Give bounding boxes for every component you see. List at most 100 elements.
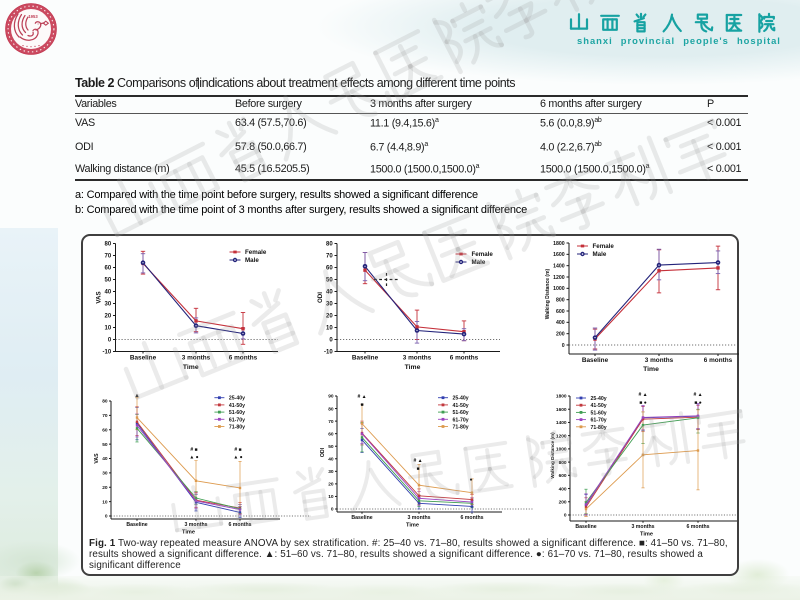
svg-text:0: 0 <box>331 507 334 513</box>
svg-text:-10: -10 <box>324 350 333 356</box>
svg-text:# ▲: # ▲ <box>638 392 647 398</box>
svg-text:1800: 1800 <box>556 394 567 400</box>
svg-text:400: 400 <box>559 486 567 492</box>
svg-text:70: 70 <box>326 254 333 260</box>
svg-text:3 months: 3 months <box>407 515 430 521</box>
svg-text:Baseline: Baseline <box>351 515 372 521</box>
svg-text:ODI: ODI <box>320 447 326 457</box>
svg-text:61-70y: 61-70y <box>453 417 469 423</box>
svg-text:40: 40 <box>326 290 333 296</box>
svg-text:70: 70 <box>102 413 108 419</box>
svg-text:80: 80 <box>328 406 334 412</box>
svg-text:70: 70 <box>105 254 112 260</box>
svg-text:20: 20 <box>326 314 333 320</box>
svg-text:6 months: 6 months <box>229 355 258 362</box>
svg-text:Baseline: Baseline <box>126 522 147 528</box>
svg-text:10: 10 <box>102 499 108 505</box>
svg-text:▲: ▲ <box>134 393 139 399</box>
svg-text:■ ●: ■ ● <box>694 400 701 406</box>
svg-text:6 months: 6 months <box>686 524 709 530</box>
svg-text:0: 0 <box>564 513 567 519</box>
svg-text:Walking Distance (m): Walking Distance (m) <box>550 432 555 479</box>
svg-text:▲ ●: ▲ ● <box>189 455 198 461</box>
svg-text:30: 30 <box>102 471 108 477</box>
svg-text:●: ● <box>469 477 472 483</box>
svg-text:1000: 1000 <box>556 447 567 453</box>
svg-text:50: 50 <box>105 278 112 284</box>
svg-text:41-50y: 41-50y <box>591 403 607 409</box>
svg-text:Time: Time <box>406 523 419 529</box>
svg-text:10: 10 <box>326 326 333 332</box>
svg-text:Baseline: Baseline <box>130 355 157 362</box>
svg-text:30: 30 <box>328 469 334 475</box>
svg-text:1600: 1600 <box>556 407 567 413</box>
svg-text:Baseline: Baseline <box>352 355 379 362</box>
svg-text:Time: Time <box>405 364 421 371</box>
svg-text:60: 60 <box>105 266 112 272</box>
svg-text:60: 60 <box>326 266 333 272</box>
svg-text:▲ ●: ▲ ● <box>233 455 242 461</box>
svg-text:1200: 1200 <box>553 275 565 281</box>
svg-text:25-40y: 25-40y <box>453 396 469 402</box>
svg-text:6 months: 6 months <box>704 357 733 364</box>
svg-text:Walking Distance (m): Walking Distance (m) <box>545 268 551 319</box>
svg-text:0: 0 <box>329 338 333 344</box>
svg-text:# ■: # ■ <box>234 447 241 453</box>
svg-text:20: 20 <box>102 485 108 491</box>
svg-text:50: 50 <box>102 442 108 448</box>
svg-text:1000: 1000 <box>553 286 565 292</box>
svg-text:Baseline: Baseline <box>582 357 609 364</box>
svg-text:Female: Female <box>593 243 615 250</box>
svg-text:0: 0 <box>108 338 112 344</box>
svg-text:Male: Male <box>245 257 259 264</box>
svg-text:6 months: 6 months <box>228 522 251 528</box>
svg-text:1600: 1600 <box>553 252 565 258</box>
svg-text:Female: Female <box>245 249 267 256</box>
svg-text:800: 800 <box>559 460 567 466</box>
svg-text:40: 40 <box>328 457 334 463</box>
svg-text:200: 200 <box>559 499 567 505</box>
svg-text:■: ■ <box>360 402 363 408</box>
svg-text:1800: 1800 <box>553 241 565 247</box>
svg-text:1200: 1200 <box>556 433 567 439</box>
svg-text:0: 0 <box>105 514 108 520</box>
svg-text:40: 40 <box>102 456 108 462</box>
svg-text:25-40y: 25-40y <box>229 396 245 402</box>
svg-text:61-70y: 61-70y <box>229 417 245 423</box>
svg-text:ODI: ODI <box>317 292 324 303</box>
svg-text:50: 50 <box>328 444 334 450</box>
svg-text:51-60y: 51-60y <box>229 410 245 416</box>
svg-text:60: 60 <box>328 431 334 437</box>
svg-text:80: 80 <box>102 399 108 405</box>
svg-text:10: 10 <box>328 494 334 500</box>
svg-text:3 months: 3 months <box>184 522 207 528</box>
svg-text:50: 50 <box>326 278 333 284</box>
svg-text:60: 60 <box>102 427 108 433</box>
svg-text:6 months: 6 months <box>460 515 483 521</box>
svg-text:20: 20 <box>105 314 112 320</box>
svg-text:VAS: VAS <box>96 291 103 303</box>
svg-text:600: 600 <box>559 473 567 479</box>
svg-text:-10: -10 <box>103 350 112 356</box>
svg-text:70: 70 <box>328 419 334 425</box>
svg-text:Time: Time <box>183 364 199 371</box>
svg-text:30: 30 <box>326 302 333 308</box>
svg-text:51-60y: 51-60y <box>591 410 607 416</box>
svg-text:1400: 1400 <box>556 420 567 426</box>
svg-text:6 months: 6 months <box>450 355 479 362</box>
svg-text:80: 80 <box>105 242 112 248</box>
svg-text:40: 40 <box>105 290 112 296</box>
svg-text:1953: 1953 <box>28 14 38 19</box>
svg-text:VAS: VAS <box>94 453 100 464</box>
svg-text:1400: 1400 <box>553 264 565 270</box>
svg-text:Male: Male <box>593 251 607 258</box>
svg-text:20: 20 <box>328 482 334 488</box>
svg-text:Female: Female <box>472 251 494 258</box>
svg-text:# ▲: # ▲ <box>693 392 702 398</box>
svg-text:Time: Time <box>643 366 659 373</box>
svg-text:90: 90 <box>328 394 334 400</box>
svg-text:Male: Male <box>472 259 486 266</box>
svg-text:■ ●: ■ ● <box>639 400 646 406</box>
svg-text:Time: Time <box>182 530 195 536</box>
svg-text:Time: Time <box>640 531 653 537</box>
